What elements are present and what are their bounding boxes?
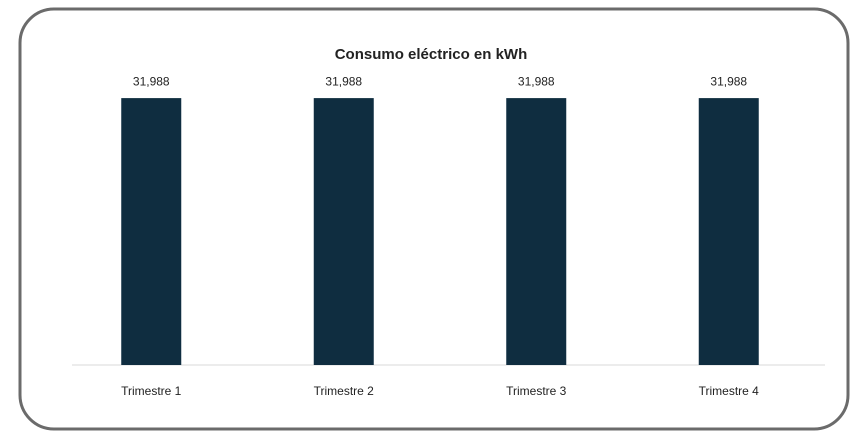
x-tick-label: Trimestre 2 <box>314 384 375 398</box>
bar <box>313 98 374 365</box>
data-label: 31,988 <box>518 74 555 88</box>
data-label: 31,988 <box>325 74 362 88</box>
chart-frame <box>18 7 850 431</box>
chart-title: Consumo eléctrico en kWh <box>335 46 528 63</box>
bar <box>698 98 759 365</box>
bar <box>121 98 182 365</box>
x-tick-label: Trimestre 1 <box>121 384 182 398</box>
x-tick-label: Trimestre 4 <box>699 384 760 398</box>
data-label: 31,988 <box>133 74 170 88</box>
x-tick-label: Trimestre 3 <box>506 384 567 398</box>
data-label: 31,988 <box>710 74 747 88</box>
bar <box>506 98 567 365</box>
